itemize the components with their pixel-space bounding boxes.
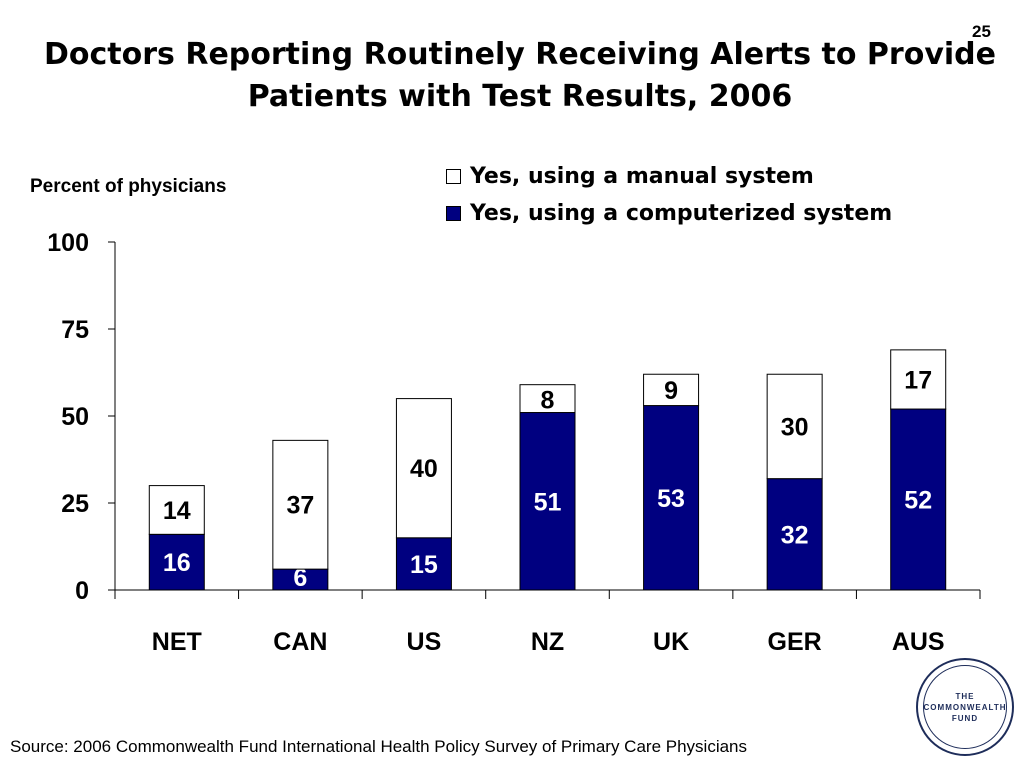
bar-segment-computerized — [148, 533, 205, 591]
x-tick-label: AUS — [892, 628, 945, 656]
logo-line-3: FUND — [951, 713, 979, 723]
data-label-manual: 40 — [410, 455, 438, 483]
bar-segment-computerized — [766, 478, 823, 591]
bar-segment-manual — [766, 373, 823, 480]
y-tick-label: 25 — [61, 490, 89, 518]
legend-item-manual: Yes, using a manual system — [446, 158, 892, 195]
data-label-manual: 14 — [163, 497, 191, 525]
x-tick-label: US — [407, 628, 442, 656]
data-label-manual: 9 — [664, 377, 678, 405]
x-tick-label: CAN — [273, 628, 327, 656]
bar-segment-computerized — [519, 412, 576, 591]
legend-label-manual: Yes, using a manual system — [470, 164, 814, 189]
data-label-computerized: 51 — [534, 488, 562, 516]
bar-segment-manual — [890, 349, 947, 410]
legend-swatch-manual — [446, 169, 461, 184]
x-tick-label: NZ — [531, 628, 564, 656]
y-tick-label: 0 — [75, 577, 89, 605]
x-tick-label: GER — [768, 628, 822, 656]
source-note: Source: 2006 Commonwealth Fund Internati… — [10, 737, 748, 756]
legend: Yes, using a manual system Yes, using a … — [446, 158, 892, 232]
y-axis-label: Percent of physicians — [30, 176, 227, 197]
data-label-manual: 8 — [541, 387, 555, 415]
chart-title: Doctors Reporting Routinely Receiving Al… — [44, 37, 996, 114]
bar-segment-manual — [395, 398, 452, 539]
legend-item-computerized: Yes, using a computerized system — [446, 195, 892, 232]
bar-segment-manual — [643, 373, 700, 407]
data-label-manual: 17 — [904, 366, 932, 394]
data-label-manual: 37 — [286, 492, 314, 520]
y-tick-label: 50 — [61, 403, 89, 431]
data-label-computerized: 32 — [781, 521, 809, 549]
data-label-computerized: 6 — [293, 564, 307, 592]
bar-segment-manual — [519, 384, 576, 414]
data-label-computerized: 16 — [163, 549, 191, 577]
x-tick-label: NET — [152, 628, 202, 656]
logo-text: THE COMMONWEALTH FUND — [923, 665, 1007, 749]
bar-segment-manual — [272, 439, 329, 570]
bar-segment-manual — [148, 485, 205, 535]
legend-swatch-computerized — [446, 206, 461, 221]
commonwealth-fund-logo: THE COMMONWEALTH FUND — [916, 658, 1014, 756]
legend-label-computerized: Yes, using a computerized system — [470, 201, 893, 226]
bar-segment-computerized — [395, 537, 452, 591]
x-tick-label: UK — [653, 628, 689, 656]
data-label-computerized: 15 — [410, 551, 438, 579]
slide-number: 25 — [972, 22, 991, 41]
data-label-computerized: 53 — [657, 485, 685, 513]
y-tick-label: 100 — [47, 229, 89, 257]
bar-segment-computerized — [890, 408, 947, 591]
bar-segment-computerized — [643, 405, 700, 591]
data-label-computerized: 52 — [904, 487, 932, 515]
logo-line-2: COMMONWEALTH — [923, 702, 1007, 712]
logo-line-1: THE — [955, 691, 975, 701]
y-tick-label: 75 — [61, 316, 89, 344]
data-label-manual: 30 — [781, 413, 809, 441]
